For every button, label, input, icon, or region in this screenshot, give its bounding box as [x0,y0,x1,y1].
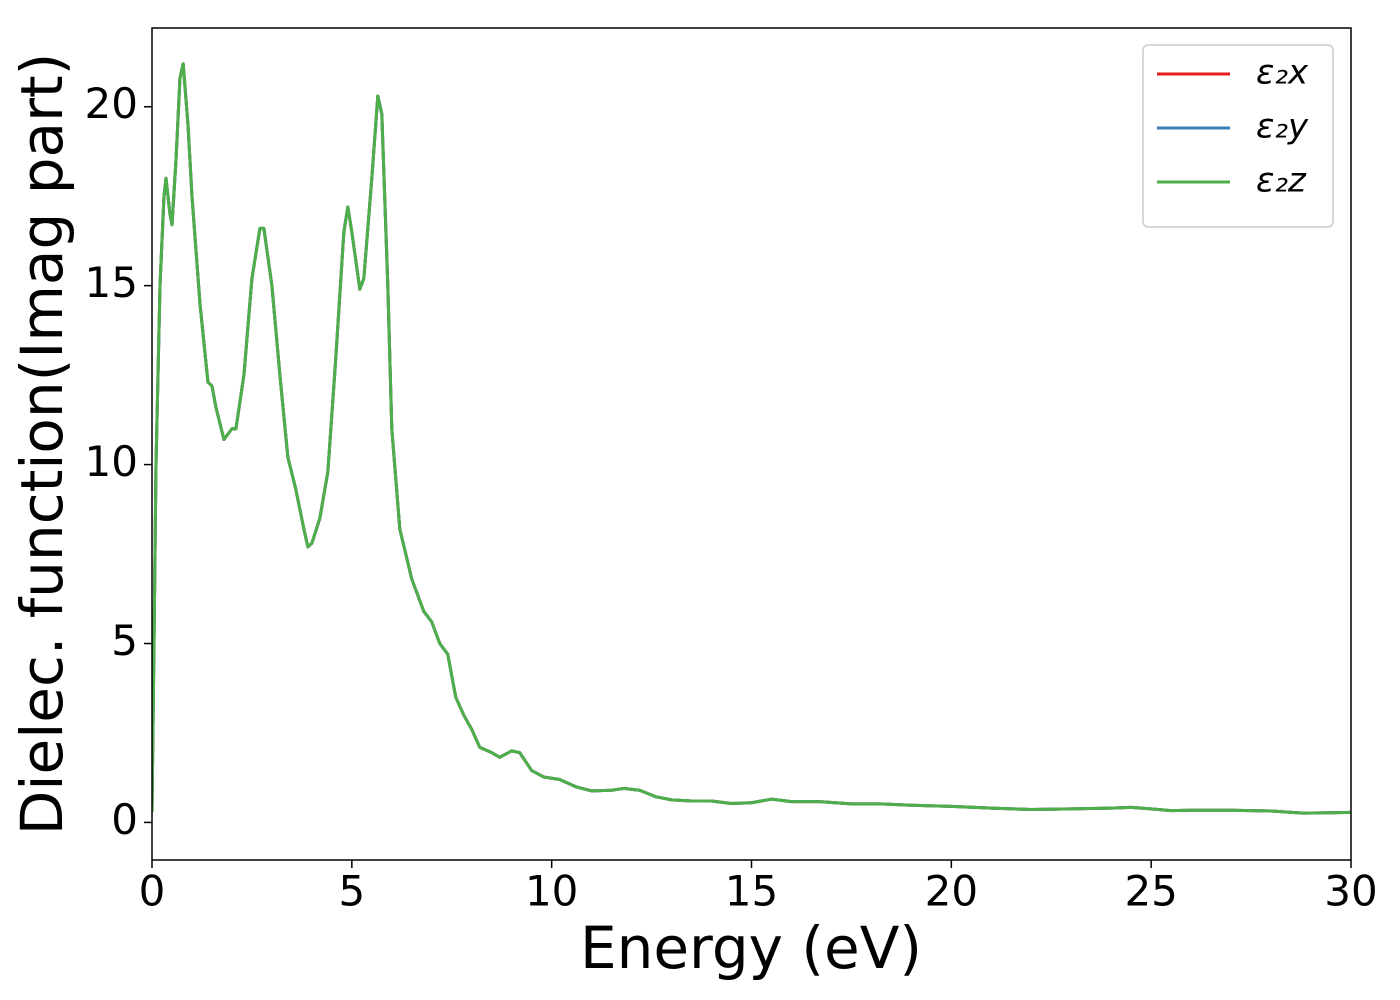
x-axis-label: Energy (eV) [580,914,922,982]
legend-label: ε₂x [1256,53,1309,93]
x-tick-label: 5 [338,867,365,916]
legend-label: ε₂z [1256,161,1307,201]
y-tick-label: 5 [111,616,138,665]
x-tick-label: 0 [139,867,166,916]
y-tick-label: 10 [85,437,138,486]
y-axis-label: Dielec. function(Imag part) [8,53,76,836]
line-series [152,62,1351,815]
x-tick-label: 25 [1124,867,1177,916]
x-tick-label: 10 [525,867,578,916]
x-tick-label: 30 [1324,867,1377,916]
y-tick-label: 0 [111,795,138,844]
y-tick-label: 15 [85,258,138,307]
y-tick-label: 20 [85,79,138,128]
x-tick-label: 20 [925,867,978,916]
plot-frame [151,27,1352,861]
x-tick-label: 15 [725,867,778,916]
legend-label: ε₂y [1256,107,1309,147]
